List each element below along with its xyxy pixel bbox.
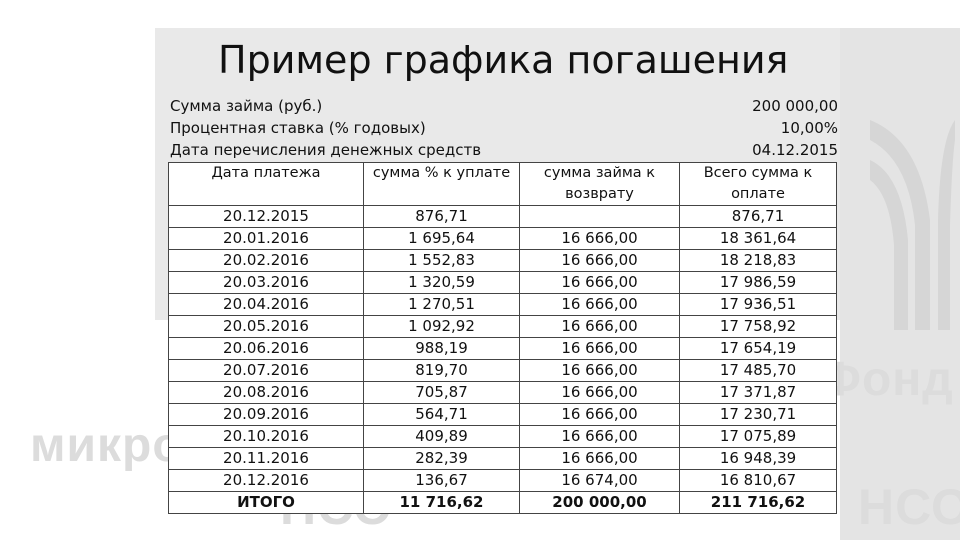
- cell-principal: 16 666,00: [519, 425, 680, 448]
- cell-interest: 1 092,92: [363, 315, 520, 338]
- cell-date: 20.04.2016: [168, 293, 364, 316]
- cell-principal: 16 666,00: [519, 403, 680, 426]
- cell-principal: 16 666,00: [519, 315, 680, 338]
- loan-info: Сумма займа (руб.) 200 000,00 Процентная…: [170, 95, 838, 161]
- repayment-schedule-table: Дата платежа сумма % к уплате сумма займ…: [168, 162, 837, 514]
- table-row: 20.09.2016 564,71 16 666,00 17 230,71: [168, 403, 837, 426]
- cell-total: 17 230,71: [679, 403, 837, 426]
- cell-principal: 16 666,00: [519, 337, 680, 360]
- loan-info-value: 10,00%: [780, 119, 838, 137]
- cell-principal: 16 674,00: [519, 469, 680, 492]
- cell-interest: 988,19: [363, 337, 520, 360]
- total-cell-interest: 11 716,62: [363, 491, 520, 514]
- cell-interest: 409,89: [363, 425, 520, 448]
- cell-total: 17 075,89: [679, 425, 837, 448]
- cell-date: 20.08.2016: [168, 381, 364, 404]
- table-row: 20.03.2016 1 320,59 16 666,00 17 986,59: [168, 271, 837, 294]
- total-cell-total: 211 716,62: [679, 491, 837, 514]
- cell-total: 18 361,64: [679, 227, 837, 250]
- table-row: 20.08.2016 705,87 16 666,00 17 371,87: [168, 381, 837, 404]
- table-header-row: Дата платежа сумма % к уплате сумма займ…: [168, 162, 837, 206]
- cell-principal: 16 666,00: [519, 249, 680, 272]
- table-row: 20.04.2016 1 270,51 16 666,00 17 936,51: [168, 293, 837, 316]
- cell-principal: [519, 205, 680, 228]
- column-header-principal: сумма займа к возврату: [519, 162, 680, 206]
- cell-principal: 16 666,00: [519, 271, 680, 294]
- loan-info-label: Сумма займа (руб.): [170, 97, 323, 115]
- cell-principal: 16 666,00: [519, 227, 680, 250]
- cell-total: 17 485,70: [679, 359, 837, 382]
- cell-interest: 1 695,64: [363, 227, 520, 250]
- cell-total: 876,71: [679, 205, 837, 228]
- cell-principal: 16 666,00: [519, 359, 680, 382]
- cell-total: 17 758,92: [679, 315, 837, 338]
- background-left: [0, 0, 155, 540]
- table-row: 20.02.2016 1 552,83 16 666,00 18 218,83: [168, 249, 837, 272]
- fund-emblem-icon: [870, 120, 955, 330]
- loan-info-row: Дата перечисления денежных средств 04.12…: [170, 139, 838, 161]
- cell-principal: 16 666,00: [519, 381, 680, 404]
- cell-date: 20.09.2016: [168, 403, 364, 426]
- cell-date: 20.11.2016: [168, 447, 364, 470]
- cell-date: 20.10.2016: [168, 425, 364, 448]
- table-row: 20.11.2016 282,39 16 666,00 16 948,39: [168, 447, 837, 470]
- cell-date: 20.07.2016: [168, 359, 364, 382]
- cell-interest: 876,71: [363, 205, 520, 228]
- cell-principal: 16 666,00: [519, 293, 680, 316]
- table-row: 20.10.2016 409,89 16 666,00 17 075,89: [168, 425, 837, 448]
- table-total-row: ИТОГО 11 716,62 200 000,00 211 716,62: [168, 491, 837, 514]
- table-row: 20.12.2015 876,71 876,71: [168, 205, 837, 228]
- cell-principal: 16 666,00: [519, 447, 680, 470]
- table-body: 20.12.2015 876,71 876,71 20.01.2016 1 695,64…: [168, 205, 837, 514]
- cell-date: 20.05.2016: [168, 315, 364, 338]
- cell-interest: 564,71: [363, 403, 520, 426]
- cell-total: 17 371,87: [679, 381, 837, 404]
- cell-interest: 705,87: [363, 381, 520, 404]
- cell-interest: 819,70: [363, 359, 520, 382]
- cell-date: 20.01.2016: [168, 227, 364, 250]
- cell-interest: 1 320,59: [363, 271, 520, 294]
- total-cell-date: ИТОГО: [168, 491, 364, 514]
- loan-info-row: Сумма займа (руб.) 200 000,00: [170, 95, 838, 117]
- column-header-total: Всего сумма к оплате: [679, 162, 837, 206]
- table-row: 20.05.2016 1 092,92 16 666,00 17 758,92: [168, 315, 837, 338]
- cell-interest: 136,67: [363, 469, 520, 492]
- loan-info-value: 200 000,00: [752, 97, 838, 115]
- cell-total: 16 810,67: [679, 469, 837, 492]
- loan-info-label: Дата перечисления денежных средств: [170, 141, 482, 159]
- loan-info-value: 04.12.2015: [752, 141, 838, 159]
- table-row: 20.12.2016 136,67 16 674,00 16 810,67: [168, 469, 837, 492]
- cell-total: 18 218,83: [679, 249, 837, 272]
- loan-info-row: Процентная ставка (% годовых) 10,00%: [170, 117, 838, 139]
- cell-date: 20.03.2016: [168, 271, 364, 294]
- cell-date: 20.12.2016: [168, 469, 364, 492]
- column-header-date: Дата платежа: [168, 162, 364, 206]
- slide-title: Пример графика погашения: [218, 38, 789, 82]
- total-cell-principal: 200 000,00: [519, 491, 680, 514]
- loan-info-label: Процентная ставка (% годовых): [170, 119, 426, 137]
- cell-interest: 282,39: [363, 447, 520, 470]
- cell-total: 17 936,51: [679, 293, 837, 316]
- table-row: 20.06.2016 988,19 16 666,00 17 654,19: [168, 337, 837, 360]
- watermark-word: Фонд: [820, 353, 954, 406]
- watermark-word: НСО: [858, 479, 960, 535]
- cell-total: 16 948,39: [679, 447, 837, 470]
- cell-total: 17 986,59: [679, 271, 837, 294]
- table-row: 20.07.2016 819,70 16 666,00 17 485,70: [168, 359, 837, 382]
- cell-date: 20.12.2015: [168, 205, 364, 228]
- table-row: 20.01.2016 1 695,64 16 666,00 18 361,64: [168, 227, 837, 250]
- cell-interest: 1 270,51: [363, 293, 520, 316]
- column-header-interest: сумма % к уплате: [363, 162, 520, 206]
- cell-total: 17 654,19: [679, 337, 837, 360]
- cell-date: 20.02.2016: [168, 249, 364, 272]
- cell-date: 20.06.2016: [168, 337, 364, 360]
- cell-interest: 1 552,83: [363, 249, 520, 272]
